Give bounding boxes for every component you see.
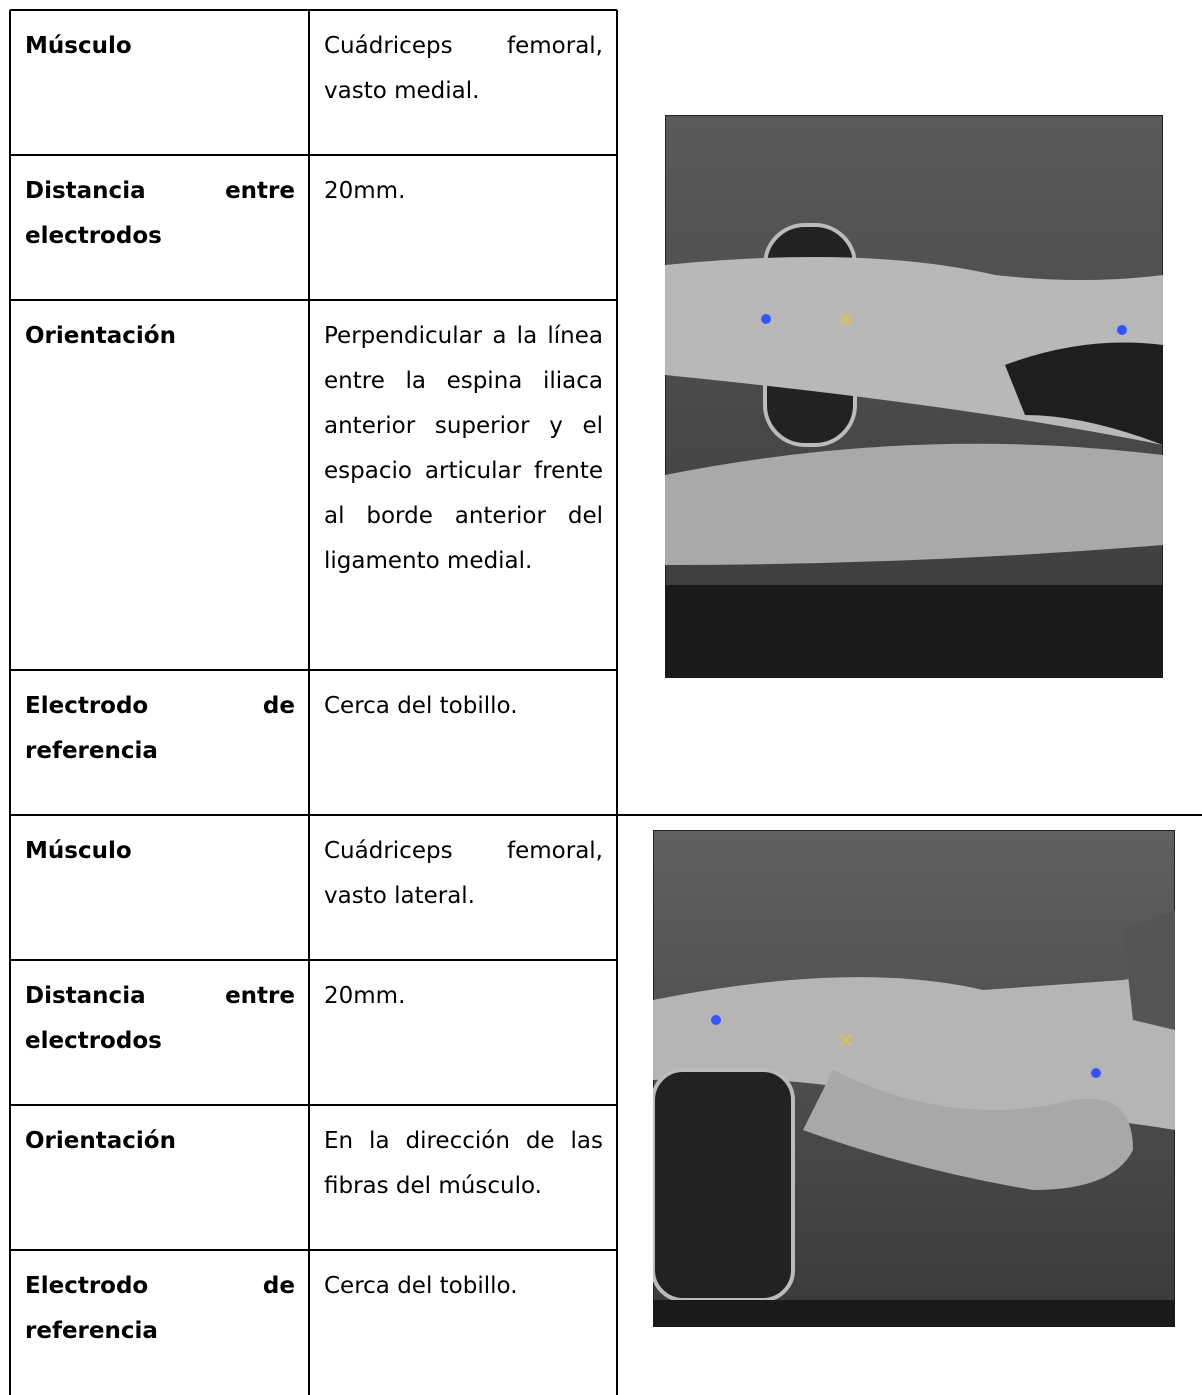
table-border [10,9,617,11]
row-label: Orientación [25,1128,176,1154]
table-border [10,299,617,301]
table-border [10,959,617,961]
table-border [10,669,617,671]
table-border [616,10,618,1395]
table-border [308,10,310,1395]
row-value: Cerca del tobillo. [324,1273,518,1299]
row-label: Orientación [25,323,176,349]
photo-vasto-lateral [653,830,1175,1327]
row-value: Cerca del tobillo. [324,693,518,719]
row-label: Distancia entre electrodos [25,178,295,249]
table-border [9,10,11,1395]
row-value: 20mm. [324,178,406,204]
row-label: Distancia entre electrodos [25,983,295,1054]
row-label: Electrodo de referencia [25,1273,295,1344]
table-border [10,154,617,156]
table-border [10,814,1202,816]
row-value: 20mm. [324,983,406,1009]
row-label: Músculo [25,33,132,59]
row-value: En la dirección de las fibras del múscul… [324,1128,603,1199]
photo-vasto-medial [665,115,1163,678]
row-label: Músculo [25,838,132,864]
row-value: Cuádriceps femoral, vasto lateral. [324,838,603,909]
row-value: Cuádriceps femoral, vasto medial. [324,33,603,104]
table-border [10,1104,617,1106]
row-value: Perpendicular a la línea entre la espina… [324,323,603,574]
table-border [10,1249,617,1251]
row-label: Electrodo de referencia [25,693,295,764]
